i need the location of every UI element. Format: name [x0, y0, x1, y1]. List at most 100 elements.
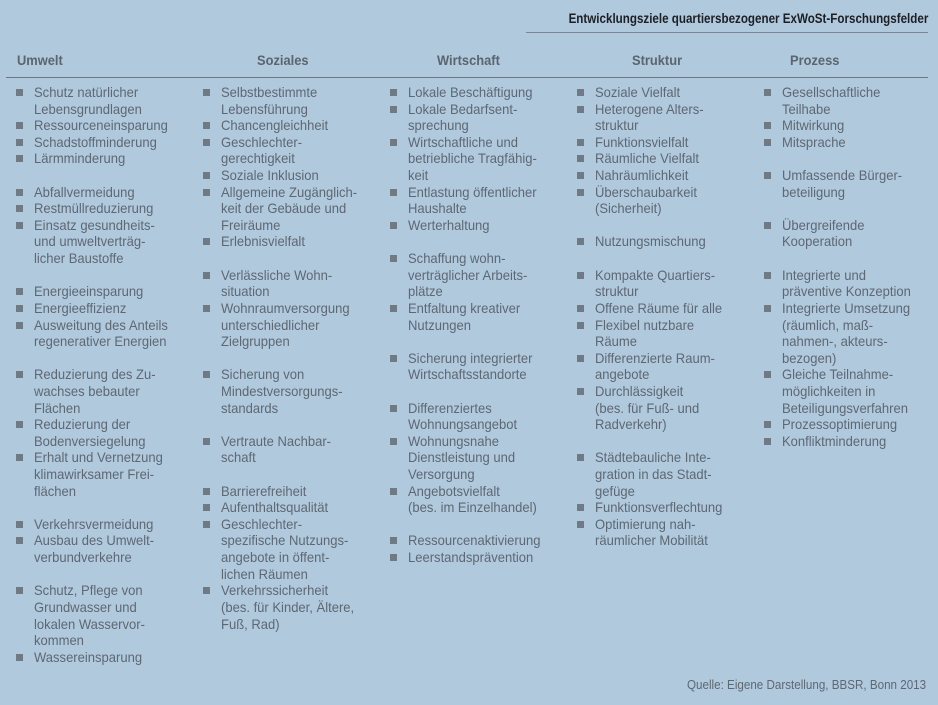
square-bullet-icon — [203, 487, 210, 495]
square-bullet-icon — [203, 188, 210, 196]
list-item: Ausbau des Umwelt-verbundverkehre — [16, 532, 196, 565]
list-item-text: keit — [408, 167, 429, 184]
list-item: Durchlässigkeit (bes. für Fuß- und Radverk… — [577, 383, 757, 433]
square-bullet-icon — [764, 371, 771, 379]
list-item-text: nahmen-, akteurs- — [782, 333, 888, 350]
list-item-text: Flexibel nutzbare — [595, 316, 695, 333]
square-bullet-icon — [16, 221, 23, 229]
square-bullet-icon — [577, 138, 584, 146]
list-item: Integrierte und präventive Konzeption — [764, 267, 938, 300]
list-item: Allgemeine Zugänglich-keit der Gebäude u… — [203, 184, 383, 234]
list-item: Konfliktminderung — [764, 433, 938, 450]
column-header-struktur: Struktur — [632, 52, 683, 68]
square-bullet-icon — [203, 504, 210, 512]
list-item: Wirtschaftliche und betriebliche Tragfähi… — [390, 134, 570, 184]
item-group: Städtebauliche Inte-gration in das Stadt… — [577, 449, 757, 549]
list-item-text: (Sicherheit) — [595, 200, 662, 217]
list-item-text: Sicherung von — [221, 366, 305, 383]
list-item-text: Radverkehr) — [595, 416, 667, 433]
list-item: Verkehrssicherheit (bes. für Kinder, Älte… — [203, 582, 383, 632]
square-bullet-icon — [16, 89, 23, 96]
list-item-text: räumlicher Mobilität — [595, 532, 708, 549]
list-item: Integrierte Umsetzung (räumlich, maß-nahm… — [764, 300, 938, 366]
column-umwelt: Schutz natürlicher Lebensgrundlagen Ressou… — [16, 84, 196, 682]
square-bullet-icon — [390, 221, 397, 229]
list-item-text: schaft — [221, 449, 256, 466]
list-item-text: unterschiedlicher — [221, 316, 320, 333]
square-bullet-icon — [390, 437, 397, 445]
list-item-text: Zielgruppen — [221, 333, 290, 350]
list-item: Geschlechter-gerechtigkeit — [203, 134, 383, 167]
list-item-text: keit der Gebäude und — [221, 200, 347, 217]
list-item: Nahräumlichkeit — [577, 167, 757, 184]
square-bullet-icon — [577, 454, 584, 462]
square-bullet-icon — [764, 221, 771, 229]
square-bullet-icon — [203, 304, 210, 312]
item-group: Sicherung von Mindestversorgungs-standard… — [203, 366, 383, 416]
list-item: Schaffung wohn-verträglicher Arbeits-plä… — [390, 250, 570, 300]
column-soziales: Selbstbestimmte Lebensführung Chancengleic… — [203, 84, 383, 649]
list-item: Reduzierung der Bodenversiegelung — [16, 416, 196, 449]
list-item-text: Verkehrsvermeidung — [34, 515, 154, 532]
list-item-text: Grundwasser und — [34, 598, 137, 615]
list-item: Überschaubarkeit (Sicherheit) — [577, 184, 757, 217]
square-bullet-icon — [577, 354, 584, 362]
list-item-text: Ausbau des Umwelt- — [34, 532, 155, 549]
column-header-soziales: Soziales — [257, 52, 309, 68]
list-item-text: Fuß, Rad) — [221, 615, 280, 632]
list-item: Reduzierung des Zu-wachses bebauter Fläch… — [16, 366, 196, 416]
list-item: Entlastung öffentlicher Haushalte — [390, 184, 570, 217]
square-bullet-icon — [577, 89, 584, 96]
list-item: Schutz natürlicher Lebensgrundlagen — [16, 84, 196, 117]
square-bullet-icon — [16, 421, 23, 429]
list-item-text: Städtebauliche Inte- — [595, 449, 711, 466]
list-item-text: Freiräume — [221, 216, 281, 233]
list-item-text: Offene Räume für alle — [595, 299, 723, 316]
list-item: Chancengleichheit — [203, 117, 383, 134]
list-item: Differenziertes Wohnungsangebot — [390, 400, 570, 433]
list-item-text: Geschlechter- — [221, 133, 303, 150]
column-prozess: Gesellschaftliche Teilhabe Mitwirkung Mitsp… — [764, 84, 938, 466]
square-bullet-icon — [203, 172, 210, 180]
list-item: Erlebnisvielfalt — [203, 233, 383, 250]
list-item-text: (räumlich, maß- — [782, 316, 874, 333]
list-item-text: wachses bebauter — [34, 382, 140, 399]
list-item-text: sprechung — [408, 117, 469, 134]
item-group: Sicherung integrierter Wirtschaftsstandor… — [390, 350, 570, 383]
list-item-text: Nutzungen — [408, 316, 471, 333]
item-group: Nutzungsmischung — [577, 233, 757, 250]
list-item: Entfaltung kreativer Nutzungen — [390, 300, 570, 333]
item-group: Umfassende Bürger-beteiligung — [764, 167, 938, 200]
list-item: Mitwirkung — [764, 117, 938, 134]
square-bullet-icon — [577, 321, 584, 329]
source-note: Quelle: Eigene Darstellung, BBSR, Bonn 2… — [686, 678, 926, 692]
square-bullet-icon — [390, 304, 397, 312]
list-item: Geschlechter-spezifische Nutzungs-angebo… — [203, 516, 383, 582]
square-bullet-icon — [577, 387, 584, 395]
list-item: Abfallvermeidung — [16, 184, 196, 201]
list-item: Verlässliche Wohn-situation — [203, 267, 383, 300]
square-bullet-icon — [16, 653, 23, 661]
list-item-text: kommen — [34, 632, 84, 649]
list-item: Flexibel nutzbare Räume — [577, 317, 757, 350]
square-bullet-icon — [16, 188, 23, 196]
list-item-text: flächen — [34, 482, 76, 499]
list-item-text: Lärmminderung — [34, 150, 126, 167]
list-item-text: verbundverkehre — [34, 549, 132, 566]
list-item-text: Energieeffizienz — [34, 299, 127, 316]
square-bullet-icon — [577, 271, 584, 279]
list-item: Ausweitung des Anteils regenerativer Ener… — [16, 317, 196, 350]
list-item-text: Barrierefreiheit — [221, 482, 307, 499]
list-item: Soziale Vielfalt — [577, 84, 757, 101]
list-item-text: Nahräumlichkeit — [595, 167, 689, 184]
square-bullet-icon — [764, 172, 771, 180]
square-bullet-icon — [16, 321, 23, 329]
list-item: Energieeinsparung — [16, 283, 196, 300]
list-item-text: Wohnraumversorgung — [221, 299, 350, 316]
list-item-text: Teilhabe — [782, 100, 831, 117]
square-bullet-icon — [16, 155, 23, 163]
square-bullet-icon — [16, 587, 23, 595]
list-item-text: Lokale Beschäftigung — [408, 84, 533, 100]
square-bullet-icon — [577, 155, 584, 163]
list-item-text: gerechtigkeit — [221, 150, 295, 167]
